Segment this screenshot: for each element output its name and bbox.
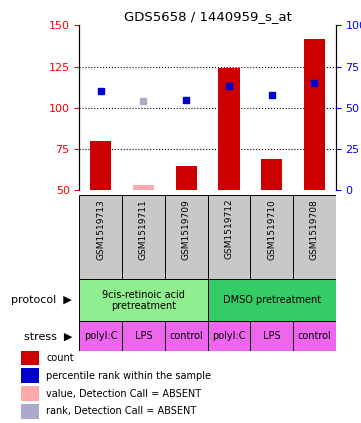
Bar (79, 195, 122, 279)
Text: 9cis-retinoic acid
pretreatment: 9cis-retinoic acid pretreatment (102, 289, 185, 311)
Bar (90, 141, 112, 190)
Text: GSM1519709: GSM1519709 (182, 199, 191, 260)
Text: percentile rank within the sample: percentile rank within the sample (47, 371, 212, 381)
Text: GSM1519713: GSM1519713 (96, 199, 105, 260)
Bar (122, 321, 165, 351)
Text: LPS: LPS (263, 331, 280, 341)
Bar (165, 195, 208, 279)
Bar (22, 404, 39, 420)
Text: polyI:C: polyI:C (84, 331, 118, 341)
Text: LPS: LPS (135, 331, 152, 341)
Bar (208, 321, 250, 351)
Bar (175, 166, 197, 190)
Bar (22, 368, 39, 383)
Text: protocol  ▶: protocol ▶ (12, 295, 72, 305)
Bar (122, 195, 165, 279)
Bar (208, 195, 250, 279)
Text: count: count (47, 352, 74, 363)
Bar (165, 321, 208, 351)
Bar (293, 321, 336, 351)
Bar (22, 386, 39, 401)
Bar (79, 279, 208, 321)
Bar (250, 195, 293, 279)
Bar (79, 321, 122, 351)
Bar (261, 159, 282, 190)
Text: stress  ▶: stress ▶ (24, 331, 72, 341)
Text: GSM1519712: GSM1519712 (225, 199, 234, 259)
Title: GDS5658 / 1440959_s_at: GDS5658 / 1440959_s_at (123, 10, 292, 23)
Bar (304, 38, 325, 190)
Text: control: control (169, 331, 203, 341)
Text: value, Detection Call = ABSENT: value, Detection Call = ABSENT (47, 388, 202, 398)
Text: control: control (297, 331, 331, 341)
Text: rank, Detection Call = ABSENT: rank, Detection Call = ABSENT (47, 407, 197, 417)
Bar (22, 350, 39, 365)
Bar (250, 321, 293, 351)
Text: polyI:C: polyI:C (212, 331, 246, 341)
Bar (293, 195, 336, 279)
Bar (218, 68, 240, 190)
Text: GSM1519711: GSM1519711 (139, 199, 148, 260)
Text: DMSO pretreatment: DMSO pretreatment (223, 295, 321, 305)
Text: GSM1519710: GSM1519710 (267, 199, 276, 260)
Text: GSM1519708: GSM1519708 (310, 199, 319, 260)
Bar (208, 279, 336, 321)
Bar (133, 185, 154, 190)
